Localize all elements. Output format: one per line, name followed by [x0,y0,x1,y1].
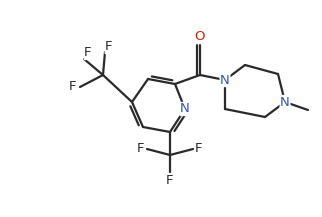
Text: F: F [195,143,203,156]
Text: N: N [180,102,190,115]
Text: O: O [195,31,205,43]
Text: F: F [166,174,174,186]
Text: F: F [84,46,92,59]
Text: F: F [137,143,145,156]
Text: F: F [105,41,113,54]
Text: F: F [69,81,77,94]
Text: N: N [280,95,290,108]
Text: N: N [220,74,230,87]
